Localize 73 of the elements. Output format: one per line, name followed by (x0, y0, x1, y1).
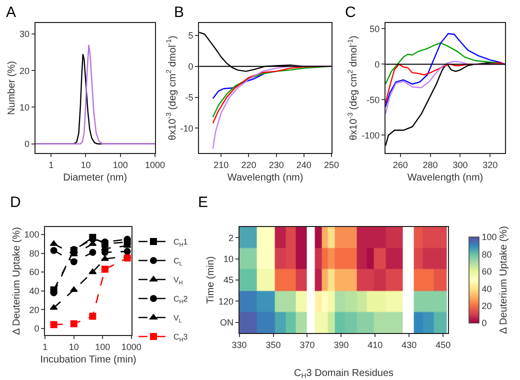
x-tick-label: 1000 (121, 342, 142, 352)
x-tick-label: 10 (68, 342, 79, 352)
x-tick-label: 240 (296, 160, 312, 170)
y-tick-label: 20 (19, 66, 30, 76)
chart-title: C (345, 4, 356, 21)
x-tick-label: 330 (232, 340, 247, 350)
x-tick-label: 350 (266, 340, 281, 350)
color-bar-label: 100 (482, 232, 497, 242)
chart-title: D (10, 194, 21, 211)
y-tick-label: -5 (185, 92, 194, 102)
x-tick-label: 280 (422, 160, 438, 170)
y-tick-label: 80 (29, 248, 40, 258)
x-tick-label: 250 (324, 160, 340, 170)
x-tick-label: 430 (402, 340, 417, 350)
legend-label: C$_{L}$ (173, 256, 182, 268)
y-tick-label: 50 (370, 24, 380, 34)
color-bar-label: 20 (482, 300, 492, 311)
y-tick-label: 5 (188, 30, 194, 41)
color-bar-label: 0 (482, 318, 487, 328)
y-tick-label: 2 (228, 232, 234, 243)
x-tick-label: 220 (241, 160, 256, 170)
x-axis-title: Incubation Time (min) (40, 354, 136, 366)
chart-title: B (174, 4, 184, 21)
x-tick-label: 260 (392, 160, 408, 170)
y-tick-label: -50 (366, 94, 380, 105)
y-tick-label: 0 (374, 59, 380, 70)
legend-label: C$_{H}$2 (173, 294, 188, 306)
y-tick-label: 0 (34, 324, 40, 334)
x-tick-label: 10 (80, 160, 91, 170)
legend-label: V$_{L}$ (173, 314, 182, 324)
x-axis-title: C$_{H}$3 Domain Residues (294, 368, 394, 380)
y-tick-label: -10 (180, 123, 194, 134)
y-tick-label: 60 (29, 267, 40, 278)
legend-label: C$_{H}$3 (173, 332, 188, 344)
y-axis-title: Number (%) (6, 61, 18, 115)
color-bar-title: Δ Deuterium Uptake (%) (498, 226, 510, 334)
y-tick-label: 100 (24, 230, 40, 240)
y-tick-label: 40 (29, 286, 40, 296)
color-bar-label: 60 (482, 266, 492, 277)
x-tick-label: 1 (48, 160, 54, 170)
y-tick-label: 10 (19, 102, 30, 112)
legend-label: C$_{H}$1 (173, 238, 188, 248)
y-tick-label: 30 (19, 29, 30, 40)
y-tick-label: 20 (29, 304, 40, 315)
color-bar-label: 80 (482, 249, 492, 260)
x-tick-label: 450 (436, 340, 451, 350)
x-tick-label: 1 (42, 342, 48, 352)
y-axis-title: Δ Deuterium Uptake (%) (11, 227, 22, 335)
x-axis-title: Diameter (nm) (63, 172, 128, 184)
y-tick-label: ON (220, 318, 234, 328)
y-tick-label: 0 (188, 61, 194, 72)
y-tick-label: 45 (223, 275, 234, 286)
x-tick-label: 230 (268, 160, 284, 170)
color-bar-label: 40 (482, 284, 492, 294)
y-axis-title: Time (min) (205, 256, 216, 304)
y-tick-label: 120 (218, 296, 234, 306)
legend-label: V$_{H}$ (173, 276, 183, 286)
x-tick-label: 390 (334, 340, 349, 350)
x-axis-title: Wavelength (nm) (407, 172, 484, 184)
x-tick-label: 100 (95, 342, 110, 352)
chart-title: E (198, 194, 208, 211)
x-axis-title: Wavelength (nm) (227, 172, 304, 184)
y-tick-label: 10 (223, 254, 234, 264)
x-tick-label: 370 (300, 340, 315, 350)
x-tick-label: 320 (482, 160, 498, 170)
x-tick-label: 100 (112, 160, 128, 170)
x-tick-label: 410 (368, 340, 383, 350)
y-tick-label: 0 (24, 139, 30, 149)
y-tick-label: -100 (362, 130, 380, 140)
x-tick-label: 1000 (144, 160, 165, 170)
x-tick-label: 300 (452, 160, 468, 170)
x-tick-label: 210 (214, 160, 229, 170)
chart-title: A (6, 4, 16, 21)
